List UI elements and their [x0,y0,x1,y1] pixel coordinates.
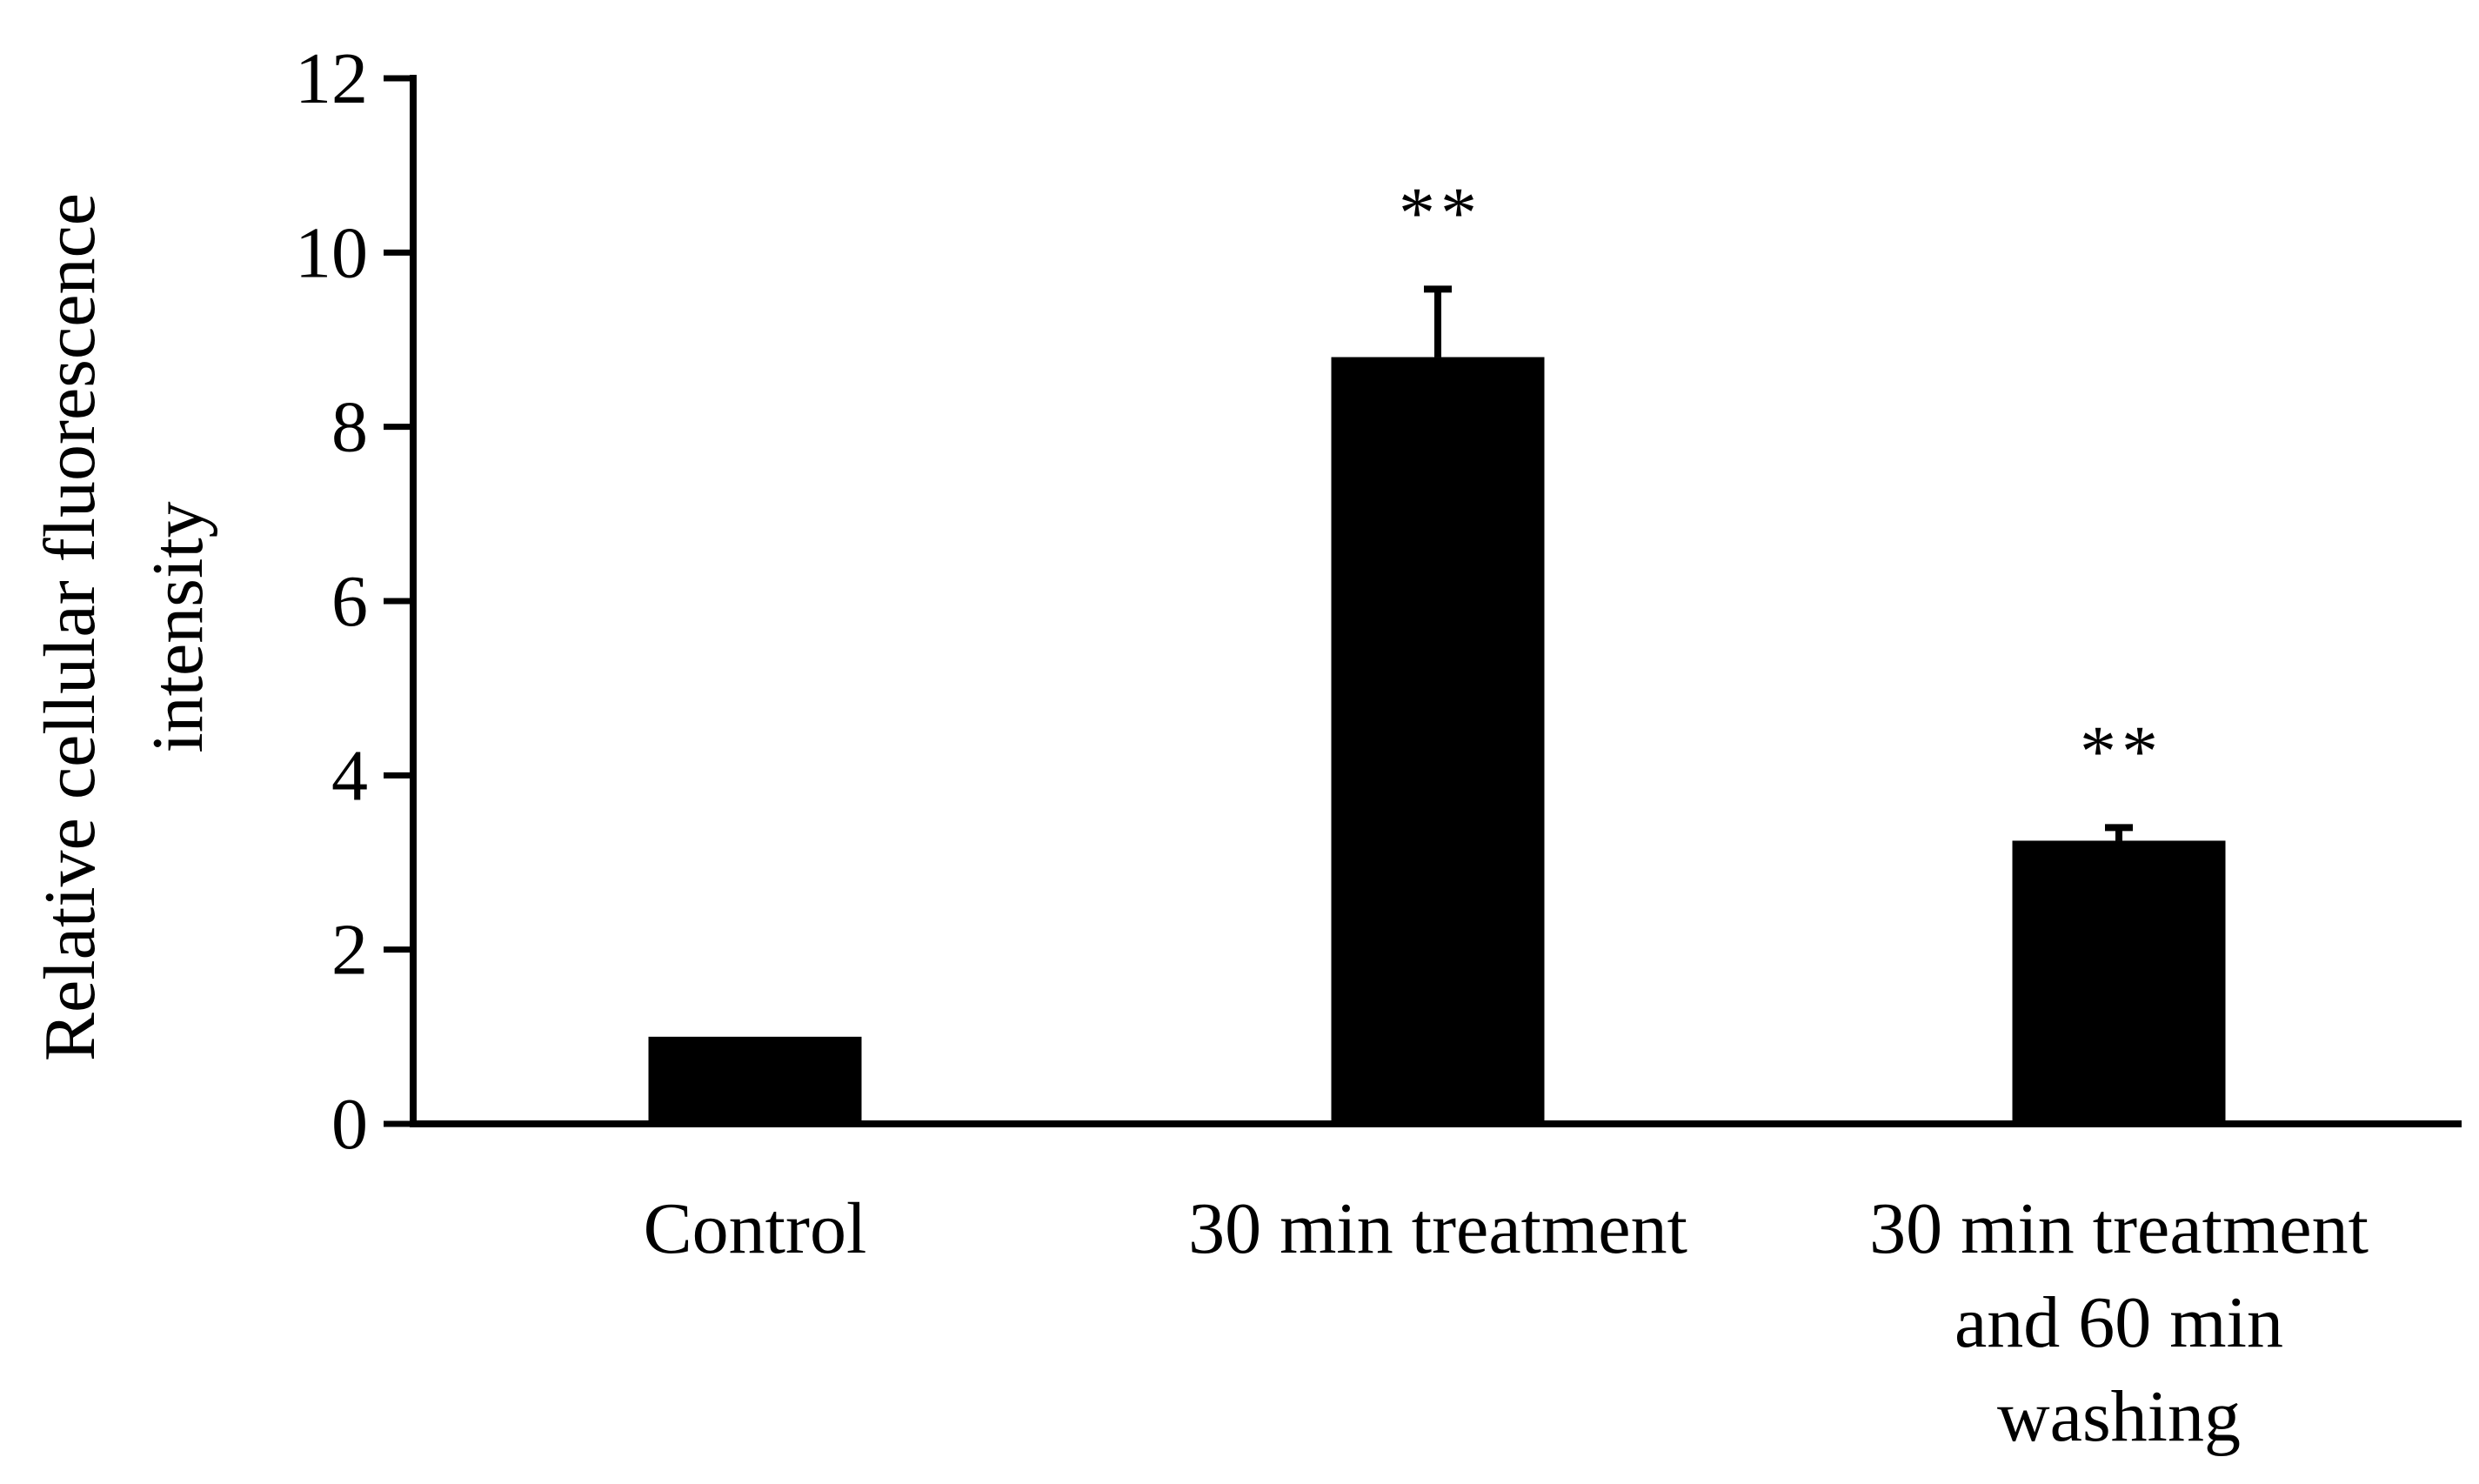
y-tick-label: 0 [331,1084,368,1165]
y-tick-label: 12 [295,38,368,119]
x-category-label: washing [1997,1376,2241,1457]
x-category-label: and 60 min [1954,1282,2283,1363]
y-axis-label-line: intensity [137,501,218,752]
y-axis-ticks: 0 2 4 6 8 10 12 [295,38,413,1165]
y-axis-label-line: Relative cellular fluorescence [30,193,110,1061]
y-tick-label: 2 [331,910,368,991]
error-bars [1424,285,2133,841]
bar [648,1036,862,1124]
y-tick-label: 6 [331,561,368,642]
x-category-label: 30 min treatment [1869,1188,2369,1269]
significance-markers: ** ** [1399,172,2163,792]
x-axis-category-labels: Control 30 min treatment 30 min treatment a… [644,1188,2369,1457]
y-axis-label: Relative cellular fluorescence intensity [30,193,218,1061]
y-tick-label: 4 [331,735,368,816]
bars [648,357,2226,1124]
y-tick-label: 10 [295,212,368,293]
bar [1331,357,1545,1124]
x-category-label: Control [644,1188,867,1269]
significance-marker: ** [2080,711,2163,792]
x-category-label: 30 min treatment [1188,1188,1687,1269]
y-tick-label: 8 [331,387,368,468]
significance-marker: ** [1399,172,1482,253]
bar [2012,840,2226,1124]
